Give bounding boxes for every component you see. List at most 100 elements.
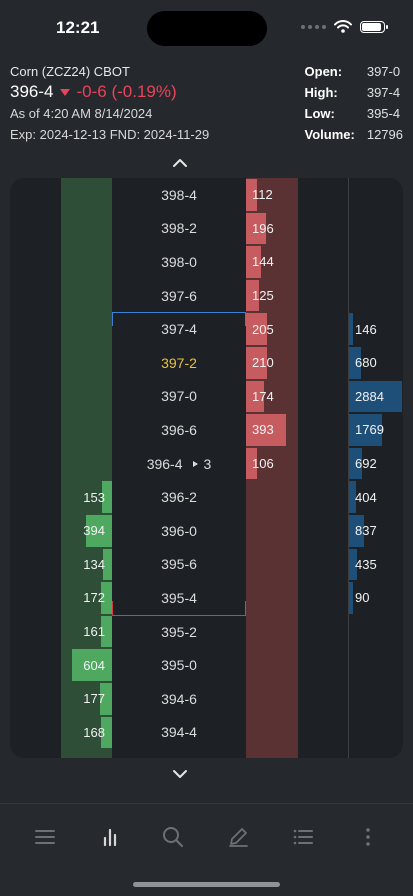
search-icon bbox=[163, 827, 183, 847]
ask-size[interactable]: 196 bbox=[252, 220, 274, 236]
status-bar: 12:21 bbox=[0, 0, 413, 56]
bid-size[interactable]: 161 bbox=[83, 624, 105, 640]
ask-size[interactable]: 205 bbox=[252, 321, 274, 337]
stat-volume-value: 12796 bbox=[366, 127, 403, 142]
ladder-row[interactable]: 134 395-6 435 bbox=[10, 548, 403, 582]
ladder-row[interactable]: 153 396-2 404 bbox=[10, 480, 403, 514]
price-level[interactable]: 396-0 bbox=[112, 514, 246, 548]
price-level[interactable]: 396-6 bbox=[112, 413, 246, 447]
session-high-marker-right bbox=[245, 312, 246, 327]
down-arrow-icon bbox=[60, 88, 71, 96]
price-level[interactable]: 397-4 bbox=[112, 312, 246, 346]
ask-size[interactable]: 106 bbox=[252, 456, 274, 472]
stat-low-value: 395-4 bbox=[366, 106, 401, 121]
chevron-up-icon[interactable] bbox=[171, 156, 189, 170]
price-level[interactable]: 396-4 3 bbox=[112, 447, 246, 481]
price-level[interactable]: 397-0 bbox=[112, 380, 246, 414]
menu-icon bbox=[35, 830, 55, 844]
bid-size[interactable]: 172 bbox=[83, 590, 105, 606]
volume-bar bbox=[349, 380, 402, 413]
ask-size-bar bbox=[246, 347, 268, 379]
volume-at-price: 837 bbox=[355, 523, 377, 539]
volume-bar bbox=[349, 548, 357, 581]
price-level[interactable]: 397-2 bbox=[112, 346, 246, 380]
last-price: 396-4 bbox=[10, 82, 54, 101]
price-level[interactable]: 398-4 bbox=[112, 178, 246, 212]
ask-size[interactable]: 210 bbox=[252, 355, 274, 371]
dynamic-island bbox=[147, 11, 267, 46]
pencil-icon bbox=[229, 828, 248, 847]
ladder-row[interactable]: 396-4 3 106 692 bbox=[10, 447, 403, 481]
ladder-row[interactable]: 161 395-2 bbox=[10, 615, 403, 649]
more-button[interactable] bbox=[353, 822, 383, 852]
ask-size-bar bbox=[246, 380, 264, 413]
chevron-down-icon[interactable] bbox=[171, 767, 189, 781]
stat-volume-label: Volume: bbox=[304, 127, 355, 142]
chart-button[interactable] bbox=[95, 822, 125, 852]
bid-size-bar bbox=[72, 649, 112, 681]
ladder-row[interactable]: 398-2 196 bbox=[10, 212, 403, 246]
volume-at-price: 2884 bbox=[355, 388, 384, 404]
search-button[interactable] bbox=[158, 822, 188, 852]
ask-size[interactable]: 112 bbox=[252, 187, 273, 203]
price-level[interactable]: 398-2 bbox=[112, 212, 246, 246]
bid-size[interactable]: 394 bbox=[83, 523, 105, 539]
price-level[interactable]: 395-2 bbox=[112, 615, 246, 649]
price-value: 395-2 bbox=[161, 623, 197, 640]
ask-size[interactable]: 125 bbox=[252, 288, 274, 304]
volume-at-price: 404 bbox=[355, 489, 377, 505]
ladder-row[interactable]: 168 394-4 bbox=[10, 716, 403, 750]
price-change: -0-6 (-0.19%) bbox=[76, 82, 177, 101]
wifi-icon bbox=[334, 20, 352, 33]
ladder-row[interactable]: 172 395-4 90 bbox=[10, 581, 403, 615]
volume-at-price: 90 bbox=[355, 590, 370, 606]
ask-size-bar bbox=[246, 313, 267, 345]
price-value: 397-4 bbox=[161, 321, 197, 338]
ladder-row[interactable]: 177 394-6 bbox=[10, 682, 403, 716]
price-level[interactable]: 396-2 bbox=[112, 480, 246, 514]
price-value: 397-6 bbox=[161, 287, 197, 304]
stat-open-label: Open: bbox=[304, 64, 343, 79]
price-level[interactable]: 394-6 bbox=[112, 682, 246, 716]
battery-icon bbox=[360, 20, 388, 33]
bid-size[interactable]: 153 bbox=[83, 489, 105, 505]
price-value: 398-4 bbox=[161, 186, 197, 203]
ladder-row[interactable]: 397-4 205 146 bbox=[10, 312, 403, 346]
volume-bar bbox=[349, 313, 353, 345]
price-value: 395-0 bbox=[161, 657, 197, 674]
price-level[interactable]: 395-6 bbox=[112, 548, 246, 582]
menu-button[interactable] bbox=[30, 822, 60, 852]
ask-size[interactable]: 393 bbox=[252, 422, 274, 438]
bid-size-bar bbox=[101, 481, 112, 513]
expiry-info: Exp: 2024-12-13 FND: 2024-11-29 bbox=[10, 127, 210, 142]
bid-size[interactable]: 177 bbox=[83, 691, 105, 707]
session-stats: Open: 397-0 High: 397-4 Low: 395-4 Volum… bbox=[305, 64, 403, 142]
list-button[interactable] bbox=[288, 822, 318, 852]
ladder-row[interactable]: 604 395-0 bbox=[10, 648, 403, 682]
bid-size-bar bbox=[100, 582, 112, 614]
price-ladder[interactable]: 398-4 112 398-2 196 398-0 144 397-6 125 397-4 205… bbox=[10, 178, 403, 758]
volume-bar bbox=[349, 515, 365, 547]
bid-size[interactable]: 604 bbox=[83, 657, 105, 673]
ladder-row[interactable]: 397-0 174 2884 bbox=[10, 380, 403, 414]
price-level[interactable]: 394-4 bbox=[112, 716, 246, 750]
ladder-row[interactable]: 397-2 210 680 bbox=[10, 346, 403, 380]
price-level[interactable]: 398-0 bbox=[112, 245, 246, 279]
ladder-row[interactable]: 398-0 144 bbox=[10, 245, 403, 279]
ladder-row[interactable]: 394 396-0 837 bbox=[10, 514, 403, 548]
price-level[interactable]: 395-4 bbox=[112, 581, 246, 615]
home-indicator[interactable] bbox=[133, 882, 280, 887]
volume-divider bbox=[348, 178, 349, 758]
volume-at-price: 1769 bbox=[355, 422, 384, 438]
stat-high-label: High: bbox=[304, 85, 338, 100]
ladder-row[interactable]: 397-6 125 bbox=[10, 279, 403, 313]
draw-button[interactable] bbox=[223, 822, 253, 852]
bid-size[interactable]: 168 bbox=[83, 724, 105, 740]
price-level[interactable]: 395-0 bbox=[112, 648, 246, 682]
ask-size[interactable]: 144 bbox=[252, 254, 274, 270]
price-level[interactable]: 397-6 bbox=[112, 279, 246, 313]
ladder-row[interactable]: 398-4 112 bbox=[10, 178, 403, 212]
ladder-row[interactable]: 396-6 393 1769 bbox=[10, 413, 403, 447]
ask-size[interactable]: 174 bbox=[252, 388, 274, 404]
bid-size[interactable]: 134 bbox=[83, 556, 105, 572]
